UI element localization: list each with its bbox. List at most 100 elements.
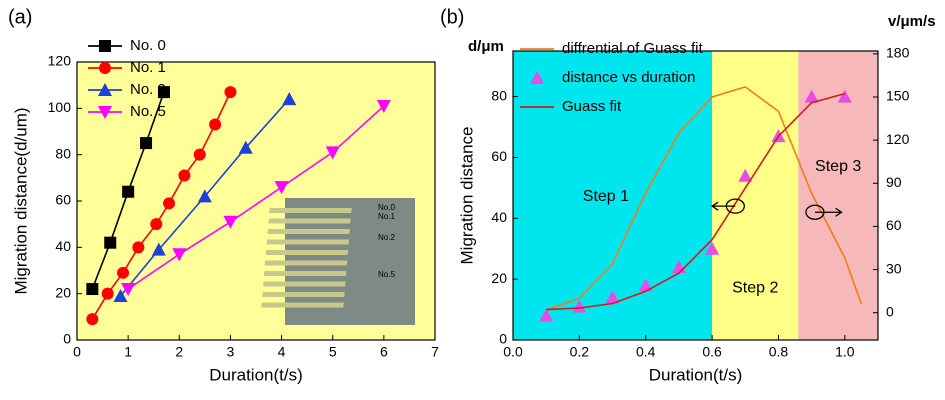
marker	[238, 140, 253, 154]
annotation-arrow	[710, 201, 736, 211]
legend-label: distance vs duration	[562, 69, 695, 86]
y-tick-label: 20	[55, 284, 71, 300]
marker	[178, 169, 191, 182]
legend-marker	[530, 71, 544, 84]
legend-label: No. 0	[130, 37, 166, 54]
x-tick-label: 4	[278, 344, 286, 360]
marker	[86, 283, 99, 296]
marker	[282, 92, 297, 106]
inset-stripe	[264, 260, 348, 266]
y2-tick-label: 0	[886, 303, 894, 319]
annotation-arrow	[814, 207, 843, 217]
x-axis-label: Duration(t/s)	[209, 365, 303, 384]
marker	[140, 137, 153, 150]
legend-label: Guass fit	[562, 98, 622, 115]
plot-frame	[512, 50, 879, 341]
panel-label: (b)	[440, 6, 464, 28]
y2-tick-label: 180	[886, 45, 910, 61]
marker	[837, 89, 852, 103]
x-tick-label: 0.2	[570, 344, 590, 360]
y-axis-unit: d/μm	[468, 38, 504, 55]
y-tick-label: 40	[55, 238, 71, 254]
legend-label: No. 5	[130, 103, 166, 120]
marker	[172, 248, 187, 262]
y-tick-label: 80	[55, 145, 71, 161]
marker	[113, 288, 128, 302]
x-tick-label: 0.6	[702, 344, 722, 360]
y2-tick-label: 60	[886, 217, 902, 233]
marker	[122, 185, 135, 198]
legend-label: diffrential of Guass fit	[562, 40, 703, 57]
x-tick-label: 3	[227, 344, 235, 360]
inset-stripe	[265, 250, 349, 255]
x-tick-label: 0.0	[503, 344, 523, 360]
inset-stripe	[268, 218, 351, 224]
region-label: Step 3	[815, 158, 861, 175]
marker	[705, 241, 720, 255]
y-tick-label: 20	[491, 270, 507, 286]
marker	[157, 86, 170, 99]
x-tick-label: 0.4	[636, 344, 656, 360]
legend-marker	[99, 40, 111, 52]
y2-axis-unit: v/μm/s	[888, 13, 936, 30]
marker	[151, 242, 166, 256]
marker	[163, 197, 176, 210]
marker	[605, 290, 620, 304]
marker	[86, 313, 99, 326]
inset-stripe	[266, 239, 350, 245]
y-tick-label: 0	[499, 331, 507, 347]
region-label: Step 2	[732, 280, 778, 297]
inset-stripe	[262, 292, 345, 297]
y-tick-label: 0	[63, 331, 71, 347]
legend-marker	[98, 83, 112, 96]
region	[712, 51, 799, 340]
x-tick-label: 6	[380, 344, 388, 360]
marker	[539, 308, 554, 322]
y-axis-label: Migration distance(d/um)	[11, 107, 30, 294]
inset-stripe	[261, 302, 344, 308]
series-line	[127, 105, 385, 290]
y-tick-label: 60	[55, 192, 71, 208]
marker	[193, 148, 206, 161]
x-axis-label: Duration(t/s)	[649, 365, 743, 384]
x-tick-label: 5	[329, 344, 337, 360]
inset-label: No.0	[378, 203, 395, 212]
series-line	[546, 92, 846, 311]
marker	[121, 283, 136, 297]
inset-label: No.5	[378, 270, 395, 279]
x-tick-label: 0	[73, 344, 81, 360]
y-tick-label: 80	[491, 87, 507, 103]
marker	[104, 236, 117, 249]
y-tick-label: 120	[48, 53, 72, 69]
marker	[209, 118, 222, 131]
marker	[224, 86, 237, 99]
inset-label: No.2	[378, 233, 395, 242]
marker	[325, 146, 340, 160]
y-tick-label: 40	[491, 209, 507, 225]
marker	[101, 287, 114, 300]
x-tick-label: 7	[431, 344, 439, 360]
panel-label: (a)	[8, 6, 32, 28]
inset-stripe	[269, 208, 352, 213]
x-tick-label: 1	[124, 344, 132, 360]
legend-marker	[99, 62, 111, 74]
marker	[223, 215, 238, 229]
marker	[572, 299, 587, 313]
marker	[132, 241, 145, 254]
legend-marker	[98, 106, 112, 119]
y2-tick-label: 150	[886, 88, 910, 104]
x-tick-label: 0.8	[769, 344, 789, 360]
series-line	[91, 91, 232, 320]
inset-label: No.1	[378, 212, 395, 221]
marker	[638, 278, 653, 292]
marker	[376, 100, 391, 114]
inset-stripe	[263, 271, 347, 276]
marker	[274, 181, 289, 195]
y-tick-label: 100	[48, 99, 72, 115]
inset-stripe	[262, 281, 346, 287]
marker	[150, 218, 163, 231]
legend-label: No. 1	[130, 59, 166, 76]
legend-label: No. 2	[130, 81, 166, 98]
y2-tick-label: 90	[886, 174, 902, 190]
